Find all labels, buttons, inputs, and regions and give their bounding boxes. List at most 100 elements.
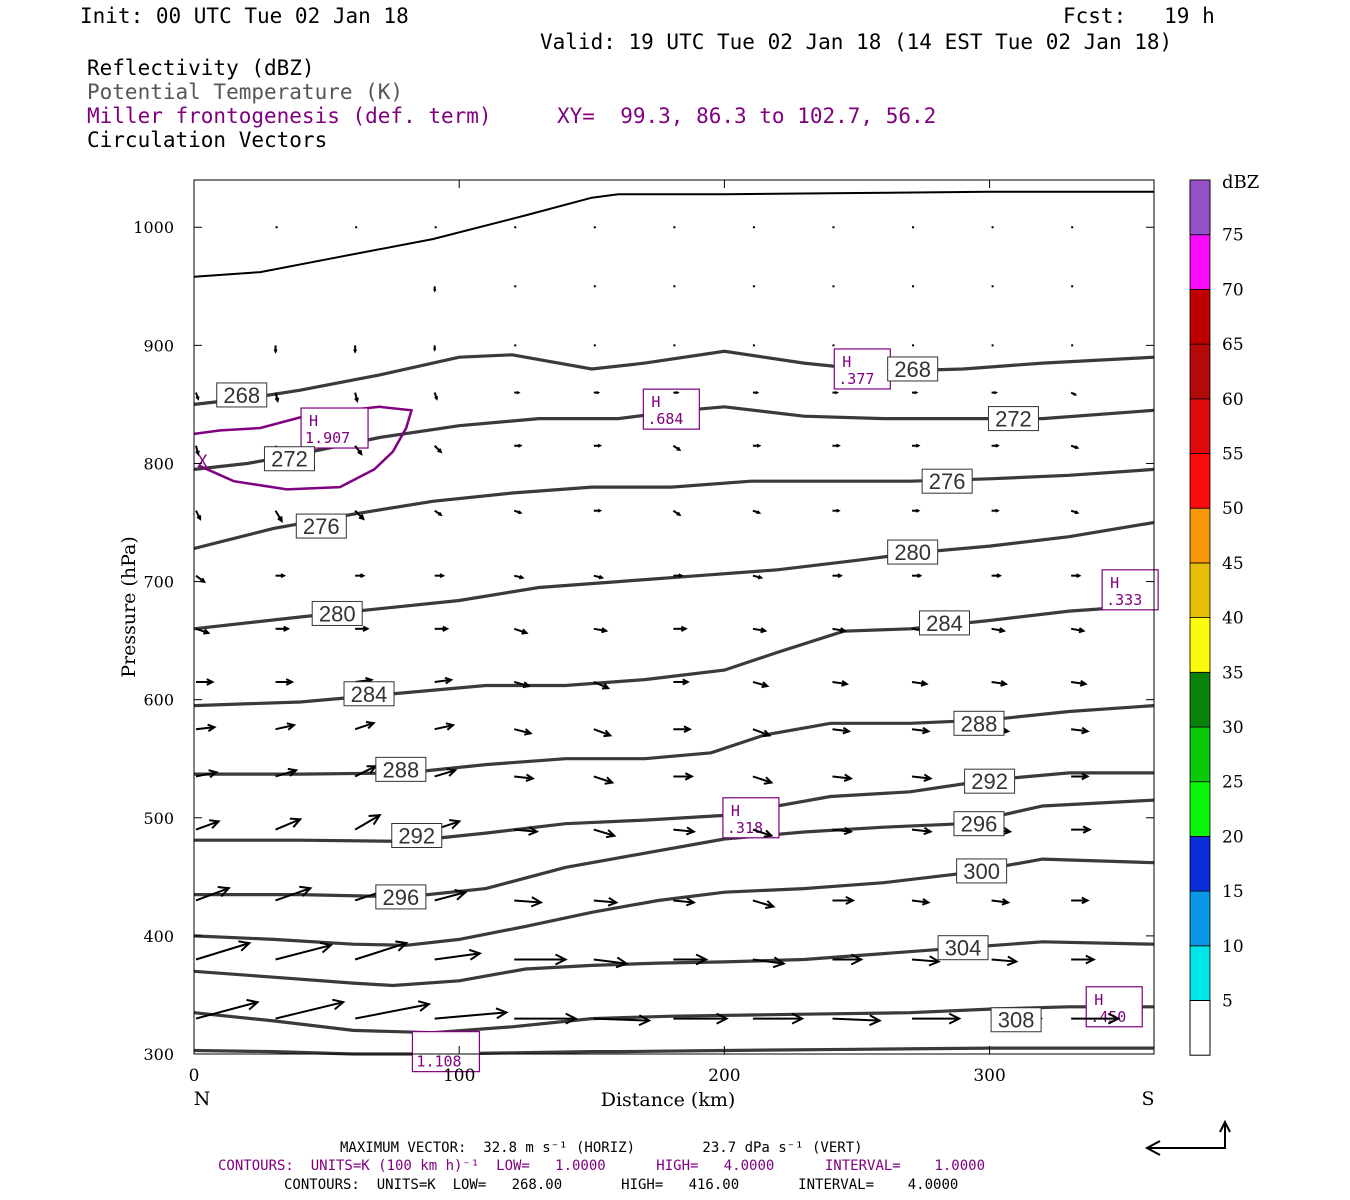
circulation-vector-head: [517, 443, 523, 448]
circulation-vector: [832, 1017, 880, 1022]
circulation-vector-head: [522, 681, 531, 689]
circulation-vector-head: [995, 508, 1000, 513]
theta-label: 272: [995, 407, 1032, 432]
y-tick-label: 300: [143, 1045, 174, 1064]
circulation-vector-head: [923, 773, 933, 782]
colorbar-label: 10: [1222, 937, 1244, 957]
north-end-label: N: [194, 1088, 211, 1110]
circulation-vector-head: [555, 953, 568, 966]
theta-label-box: [391, 823, 443, 848]
circulation-vector-head: [274, 397, 280, 404]
colorbar-label: 30: [1222, 718, 1244, 738]
circulation-vector-head: [525, 773, 535, 782]
theta-label: 272: [271, 447, 308, 472]
theta-label: 276: [303, 514, 340, 539]
circulation-vector: [434, 724, 454, 731]
circulation-vector: [514, 775, 533, 780]
circulation-vector-head: [615, 956, 629, 969]
circulation-vector: [832, 775, 852, 780]
circulation-vector-head: [685, 826, 697, 836]
circulation-vector-head: [676, 511, 682, 517]
circulation-vector-head: [601, 682, 611, 690]
theta-contour-288: [194, 704, 1155, 776]
theta-contour-info: CONTOURS: UNITS=K LOW= 268.00 HIGH= 416.…: [284, 1177, 959, 1193]
colorbar-label: 60: [1222, 390, 1244, 410]
circulation-vector-head: [518, 574, 525, 580]
circulation-vector-head: [597, 508, 603, 513]
circulation-vector: [832, 680, 847, 685]
x-tick-label: 100: [443, 1066, 475, 1086]
circulation-vector: [752, 775, 772, 784]
circulation-vector-head: [791, 1012, 805, 1025]
circulation-vector-head: [1006, 955, 1019, 967]
circulation-vector: [752, 828, 772, 837]
circulation-vector-head: [762, 729, 772, 738]
circulation-vector: [752, 899, 774, 908]
circulation-vector-head: [765, 900, 776, 909]
circulation-vector-head: [605, 829, 617, 839]
circulation-vector-head: [521, 628, 529, 635]
circulation-vector-head: [437, 511, 443, 517]
circulation-vector-head: [843, 773, 854, 782]
circulation-vector-head: [365, 721, 376, 730]
theta-label-box: [375, 756, 427, 782]
circulation-vector: [593, 681, 609, 690]
circulation-vector: [752, 958, 784, 965]
circulation-vector-head: [996, 573, 1003, 579]
colorbar-label: 40: [1222, 609, 1244, 629]
circulation-vector-head: [516, 391, 521, 395]
field-circulation-vectors: Circulation Vectors: [87, 128, 328, 152]
colorbar-label: 65: [1222, 335, 1244, 355]
frontogenesis-max-marker: H: [651, 393, 660, 411]
circulation-vector-head: [358, 514, 365, 521]
circulation-vector-head: [362, 625, 370, 632]
circulation-vector-head: [332, 998, 346, 1011]
circulation-vector-head: [437, 448, 443, 454]
colorbar-segment: [1189, 671, 1211, 728]
circulation-vector-head: [207, 723, 217, 732]
frontogenesis-max-value: .450: [1090, 1008, 1126, 1026]
circulation-vector-head: [217, 886, 231, 898]
theta-label: 268: [223, 383, 260, 408]
frontogenesis-max-box: [411, 1031, 481, 1073]
circulation-vector-head: [285, 678, 295, 686]
theta-contour-276: [193, 467, 1155, 551]
circulation-vector: [991, 958, 1017, 963]
theta-label: 296: [961, 812, 998, 837]
circulation-vector-head: [209, 819, 221, 829]
circulation-vector: [195, 726, 215, 731]
circulation-vector-head: [995, 443, 1000, 448]
circulation-vector: [1070, 680, 1086, 685]
frontogenesis-contour: [193, 405, 414, 491]
circulation-vector-head: [523, 728, 533, 736]
theta-label: 280: [894, 540, 931, 565]
theta-label: 308: [998, 1008, 1035, 1033]
circulation-vector: [911, 958, 939, 963]
x-tick-label: 200: [708, 1066, 740, 1086]
circulation-vector-head: [1081, 772, 1090, 781]
colorbar-label: 35: [1222, 663, 1244, 683]
circulation-vector-head: [772, 956, 786, 969]
circulation-vector-head: [280, 573, 287, 579]
colorbar-segment: [1189, 179, 1211, 236]
circulation-vector-head: [763, 829, 774, 838]
frontogenesis-max-value: .684: [647, 410, 683, 428]
circulation-vector: [195, 820, 219, 831]
circulation-vector: [991, 680, 1007, 685]
circulation-vector-head: [921, 898, 931, 906]
circulation-vector: [354, 1003, 430, 1020]
theta-label: 280: [319, 601, 356, 626]
circulation-vector-head: [1073, 392, 1078, 396]
circulation-vector-head: [354, 397, 359, 403]
circulation-vector-head: [273, 348, 278, 354]
colorbar-segment: [1189, 398, 1211, 454]
circulation-vector-head: [761, 681, 770, 689]
circulation-vector: [434, 891, 466, 902]
surface-pressure-line: [193, 190, 1154, 278]
cross-section-endpoint-marker: X: [197, 452, 208, 472]
circulation-vector-head: [597, 443, 603, 448]
circulation-vector-head: [445, 722, 456, 731]
circulation-vector: [354, 722, 374, 731]
theta-label: 288: [961, 711, 998, 736]
max-vector-info: MAXIMUM VECTOR: 32.8 m s⁻¹ (HORIZ) 23.7 …: [340, 1140, 863, 1156]
